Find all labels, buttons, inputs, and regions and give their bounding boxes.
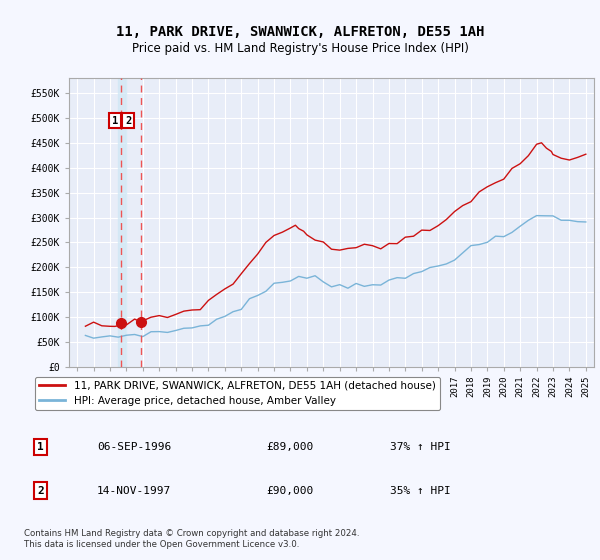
Text: Price paid vs. HM Land Registry's House Price Index (HPI): Price paid vs. HM Land Registry's House …	[131, 42, 469, 55]
Text: Contains HM Land Registry data © Crown copyright and database right 2024.
This d: Contains HM Land Registry data © Crown c…	[24, 529, 359, 549]
Text: 2: 2	[37, 486, 44, 496]
Text: 14-NOV-1997: 14-NOV-1997	[97, 486, 171, 496]
Text: 35% ↑ HPI: 35% ↑ HPI	[390, 486, 451, 496]
Text: 1: 1	[37, 442, 44, 452]
Text: 06-SEP-1996: 06-SEP-1996	[97, 442, 171, 452]
Text: 11, PARK DRIVE, SWANWICK, ALFRETON, DE55 1AH: 11, PARK DRIVE, SWANWICK, ALFRETON, DE55…	[116, 25, 484, 39]
Legend: 11, PARK DRIVE, SWANWICK, ALFRETON, DE55 1AH (detached house), HPI: Average pric: 11, PARK DRIVE, SWANWICK, ALFRETON, DE55…	[35, 377, 440, 410]
Text: £89,000: £89,000	[266, 442, 313, 452]
Text: 1: 1	[112, 116, 118, 125]
Text: 2: 2	[125, 116, 131, 125]
Bar	[118, 78, 127, 367]
Text: £90,000: £90,000	[266, 486, 313, 496]
Text: 37% ↑ HPI: 37% ↑ HPI	[390, 442, 451, 452]
